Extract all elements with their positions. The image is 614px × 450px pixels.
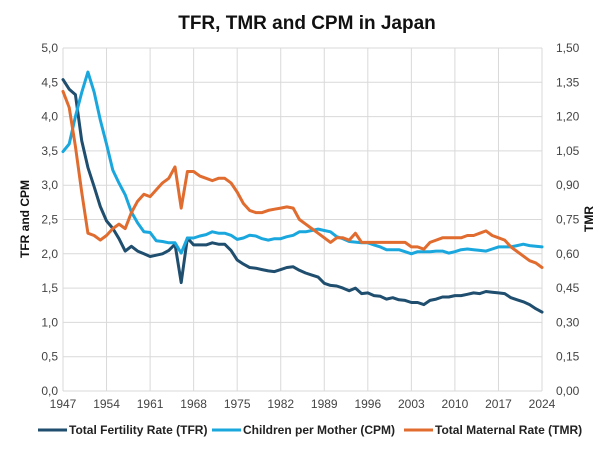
x-tick-label: 1975 bbox=[224, 397, 251, 411]
y2-tick-label: 0,75 bbox=[556, 213, 580, 227]
line-tmr bbox=[61, 89, 544, 269]
chart-title: TFR, TMR and CPM in Japan bbox=[178, 13, 436, 34]
legend-item-tmr: Total Maternal Rate (TMR) bbox=[404, 423, 582, 437]
x-tick-label: 1968 bbox=[180, 397, 207, 411]
y2-tick-label: 0,15 bbox=[556, 350, 580, 364]
y2-tick-label: 1,05 bbox=[556, 144, 580, 158]
y-tick-label: 2,0 bbox=[41, 247, 58, 261]
line-tfr bbox=[61, 78, 544, 314]
y2-tick-label: 0,30 bbox=[556, 315, 580, 329]
legend: Total Fertility Rate (TFR) Children per M… bbox=[38, 423, 582, 437]
series-group bbox=[61, 70, 544, 314]
y2-tick-label: 1,20 bbox=[556, 110, 580, 124]
legend-label-tfr: Total Fertility Rate (TFR) bbox=[69, 423, 207, 437]
y-tick-label: 0,5 bbox=[41, 350, 58, 364]
y-tick-label: 1,5 bbox=[41, 281, 58, 295]
x-tick-label: 1982 bbox=[267, 397, 294, 411]
y-axis-left: 0,0 0,5 1,0 1,5 2,0 2,5 3,0 3,5 4,0 4,5 5,0 bbox=[41, 41, 58, 398]
y-axis-right: 0,00 0,15 0,30 0,45 0,60 0,75 0,90 1,05 1,20 1,35… bbox=[556, 41, 580, 398]
x-tick-label: 1954 bbox=[93, 397, 120, 411]
y-tick-label: 3,0 bbox=[41, 178, 58, 192]
x-tick-label: 2017 bbox=[485, 397, 512, 411]
legend-item-cpm: Children per Mother (CPM) bbox=[212, 423, 395, 437]
x-tick-label: 2024 bbox=[529, 397, 556, 411]
x-tick-label: 1989 bbox=[311, 397, 338, 411]
y2-tick-label: 0,90 bbox=[556, 178, 580, 192]
y2-tick-label: 1,50 bbox=[556, 41, 580, 55]
legend-label-tmr: Total Maternal Rate (TMR) bbox=[435, 423, 582, 437]
x-tick-label: 1996 bbox=[354, 397, 381, 411]
line-cpm bbox=[61, 70, 544, 256]
x-axis: 1947 1954 1961 1968 1975 1982 1989 1996 2003 2010… bbox=[50, 397, 556, 411]
y2-tick-label: 0,60 bbox=[556, 247, 580, 261]
y2-axis-title: TMR bbox=[582, 206, 596, 232]
y-tick-label: 3,5 bbox=[41, 144, 58, 158]
y-tick-label: 4,5 bbox=[41, 75, 58, 89]
y-tick-label: 0,0 bbox=[41, 384, 58, 398]
x-tick-label: 1961 bbox=[137, 397, 164, 411]
y-axis-title: TFR and CPM bbox=[18, 180, 32, 258]
legend-item-tfr: Total Fertility Rate (TFR) bbox=[38, 423, 207, 437]
y2-tick-label: 1,35 bbox=[556, 75, 580, 89]
x-tick-label: 2010 bbox=[442, 397, 469, 411]
y-tick-label: 5,0 bbox=[41, 41, 58, 55]
x-tick-label: 2003 bbox=[398, 397, 425, 411]
y-tick-label: 4,0 bbox=[41, 110, 58, 124]
y2-tick-label: 0,45 bbox=[556, 281, 580, 295]
y2-tick-label: 0,00 bbox=[556, 384, 580, 398]
x-tick-label: 1947 bbox=[50, 397, 77, 411]
y-tick-label: 2,5 bbox=[41, 213, 58, 227]
legend-label-cpm: Children per Mother (CPM) bbox=[243, 423, 395, 437]
y-tick-label: 1,0 bbox=[41, 315, 58, 329]
